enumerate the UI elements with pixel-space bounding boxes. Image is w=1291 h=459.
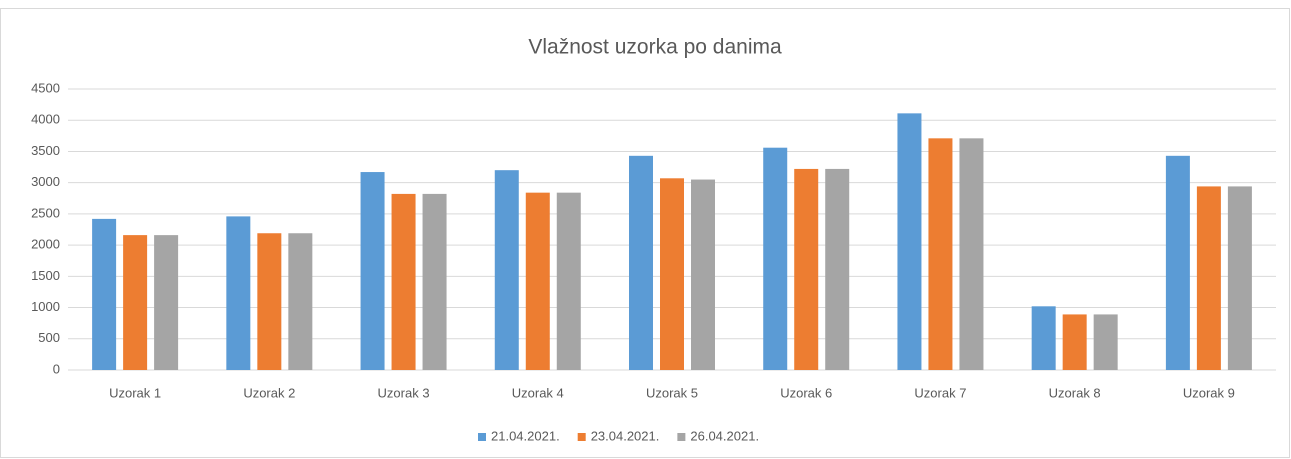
y-tick-label: 3000: [31, 174, 60, 189]
x-tick-label: Uzorak 3: [378, 385, 430, 400]
bar: [360, 172, 385, 370]
bar: [494, 170, 519, 370]
bar: [897, 113, 922, 370]
y-tick-label: 2000: [31, 237, 60, 252]
bar: [257, 233, 282, 370]
x-tick-label: Uzorak 9: [1183, 385, 1235, 400]
y-tick-label: 4000: [31, 112, 60, 127]
bar: [1031, 306, 1056, 370]
bar: [226, 216, 251, 370]
x-tick-label: Uzorak 7: [914, 385, 966, 400]
bar: [1196, 186, 1221, 370]
legend-label: 23.04.2021.: [591, 428, 660, 443]
bar: [959, 138, 984, 370]
x-tick-label: Uzorak 6: [780, 385, 832, 400]
legend-label: 21.04.2021.: [491, 428, 560, 443]
bar: [92, 218, 117, 370]
y-tick-label: 500: [38, 330, 60, 345]
y-tick-label: 1500: [31, 268, 60, 283]
x-tick-label: Uzorak 1: [109, 385, 161, 400]
y-tick-label: 4500: [31, 80, 60, 95]
x-tick-label: Uzorak 8: [1049, 385, 1101, 400]
bar: [1093, 314, 1118, 370]
bar: [629, 155, 653, 370]
y-tick-label: 1000: [31, 299, 60, 314]
bar: [825, 168, 850, 370]
bar: [525, 192, 550, 370]
legend-swatch: [677, 433, 686, 441]
bar: [1062, 314, 1087, 370]
bar: [928, 138, 953, 370]
bar: [794, 168, 819, 370]
bar: [391, 193, 416, 370]
legend-swatch: [577, 433, 586, 441]
bar: [1165, 155, 1190, 370]
x-tick-label: Uzorak 4: [512, 385, 564, 400]
y-tick-label: 0: [53, 361, 60, 376]
bar: [422, 193, 447, 370]
bar: [660, 178, 684, 370]
y-tick-label: 3500: [31, 143, 60, 158]
bar: [1227, 186, 1252, 370]
y-tick-label: 2500: [31, 205, 60, 220]
bar: [763, 147, 788, 370]
bar: [123, 235, 148, 370]
x-tick-label: Uzorak 5: [646, 385, 698, 400]
bar: [556, 192, 581, 370]
x-tick-label: Uzorak 2: [243, 385, 295, 400]
legend-label: 26.04.2021.: [690, 428, 759, 443]
legend-swatch: [478, 433, 486, 441]
bar: [288, 233, 313, 370]
bar: [691, 179, 715, 370]
bar: [154, 235, 179, 370]
chart-title: Vlažnost uzorka po danima: [528, 36, 782, 59]
